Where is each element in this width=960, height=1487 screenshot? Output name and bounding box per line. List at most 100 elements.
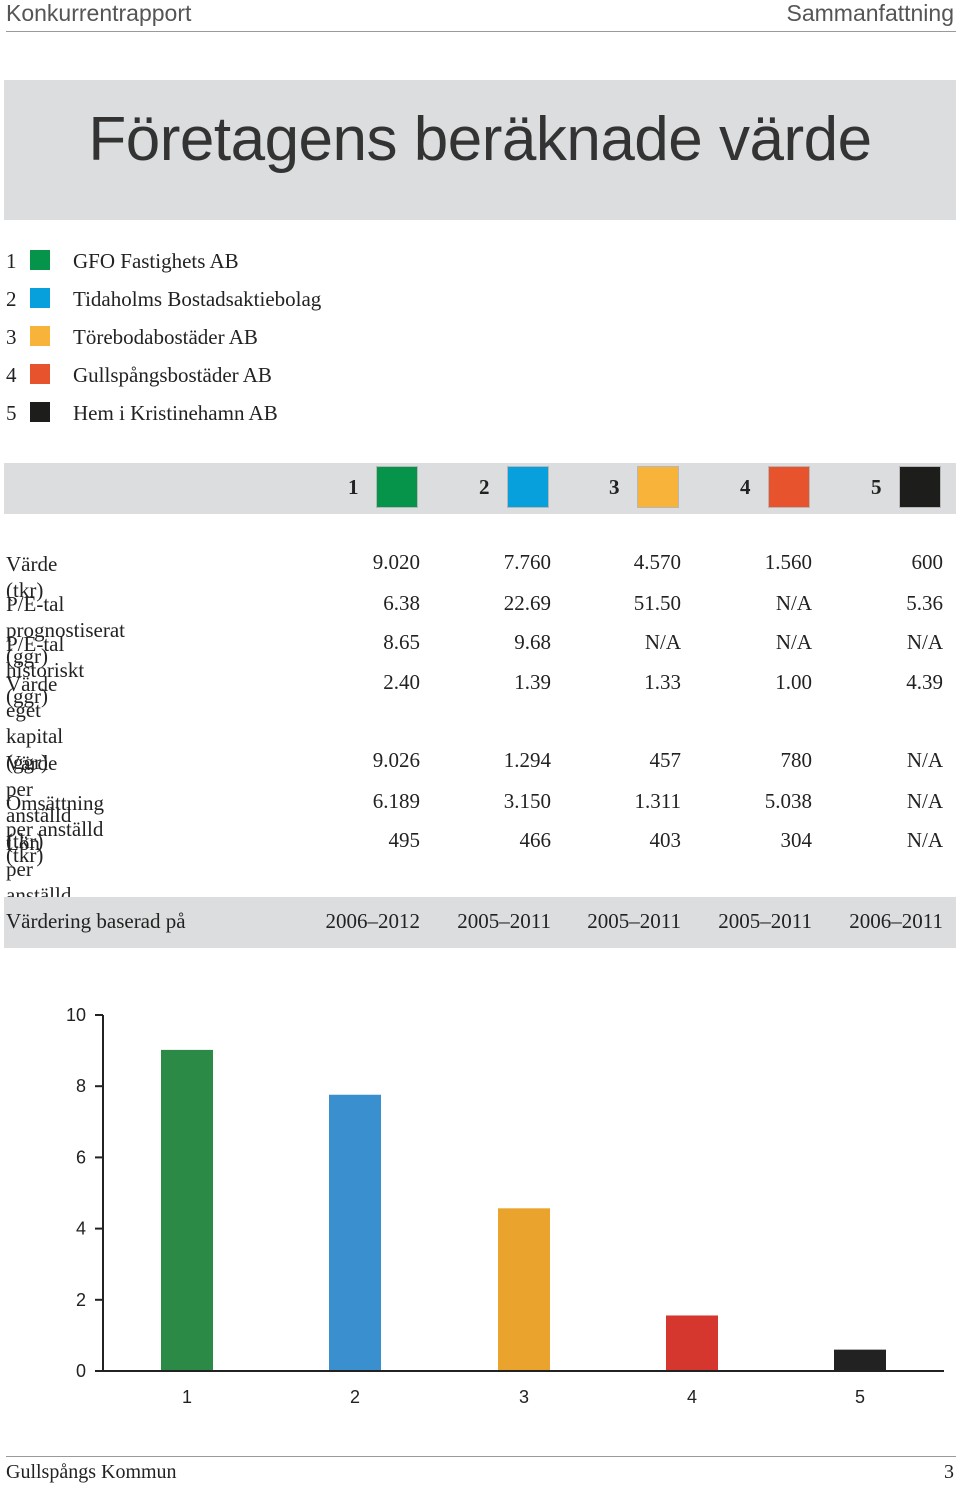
publisher-name: Gullspångs Kommun [6, 1461, 177, 1483]
y-tick-label: 8 [76, 1076, 86, 1096]
column-swatch [637, 466, 679, 508]
x-tick-label: 2 [350, 1387, 360, 1407]
table-cell: 1.560 [764, 550, 812, 574]
table-cell: 9.020 [372, 550, 420, 574]
legend-swatch [30, 402, 50, 422]
valuation-period: 2006–2011 [849, 909, 943, 933]
row-label: P/E-tal historiskt (ggr) [6, 632, 85, 708]
table-cell: 7.760 [503, 550, 551, 574]
table-cell: 22.69 [503, 591, 551, 615]
legend-item: 5 Hem i Kristinehamn AB [0, 401, 500, 439]
page-title: Företagens beräknade värde [88, 105, 872, 174]
row-label: P/E-tal prognostiserat (ggr) [6, 592, 125, 668]
bar-company-2 [329, 1094, 381, 1370]
table-cell: 5.36 [906, 591, 943, 615]
legend-swatch [30, 250, 50, 270]
header-rule [6, 31, 956, 32]
x-tick-label: 4 [687, 1387, 697, 1407]
column-number: 4 [740, 475, 751, 499]
legend-swatch [30, 364, 50, 384]
table-cell: 600 [911, 550, 944, 574]
column-swatch [507, 466, 549, 508]
table-cell: 4.39 [906, 670, 943, 694]
table-cell: 51.50 [633, 591, 681, 615]
legend-item: 1 GFO Fastighets AB [0, 249, 500, 287]
valuation-period: 2006–2012 [325, 909, 421, 933]
table-cell: 457 [649, 748, 682, 772]
section-name: Sammanfattning [786, 0, 954, 26]
table-cell: 1.33 [644, 670, 681, 694]
table-cell: N/A [775, 630, 812, 654]
title-band [4, 80, 956, 220]
valuation-basis-label: Värdering baserad på [6, 909, 186, 933]
legend-number: 4 [6, 363, 17, 387]
table-cell: 6.38 [383, 591, 420, 615]
column-swatch [899, 466, 941, 508]
bar-company-3 [498, 1208, 550, 1370]
table-cell: 495 [388, 828, 421, 852]
y-tick-label: 4 [76, 1219, 86, 1239]
row-label: Värde per anställd (tkr) [6, 751, 72, 853]
table-cell: 4.570 [633, 550, 681, 574]
column-number: 2 [479, 475, 490, 499]
table-cell: 1.00 [775, 670, 812, 694]
legend-company-name: Törebodabostäder AB [73, 325, 258, 349]
row-label: Värde (tkr) [6, 552, 58, 602]
y-tick-label: 0 [76, 1361, 86, 1381]
table-cell: 466 [519, 828, 552, 852]
table-cell: 1.294 [503, 748, 551, 772]
report-name: Konkurrentrapport [6, 0, 192, 26]
legend-number: 5 [6, 401, 17, 425]
table-cell: 3.150 [503, 789, 551, 813]
legend-number: 3 [6, 325, 17, 349]
legend-swatch [30, 326, 50, 346]
table-cell: 1.39 [514, 670, 551, 694]
x-tick-label: 1 [182, 1387, 192, 1407]
table-cell: 9.026 [372, 748, 420, 772]
x-tick-label: 5 [855, 1387, 865, 1407]
table-cell: N/A [906, 828, 943, 852]
table-cell: N/A [906, 630, 943, 654]
legend-item: 4 Gullspångsbostäder AB [0, 363, 500, 401]
column-number: 5 [871, 475, 882, 499]
table-cell: N/A [775, 591, 812, 615]
column-number: 1 [348, 475, 359, 499]
valuation-period: 2005–2011 [718, 909, 812, 933]
row-label: Omsättning per anställd (tkr) [6, 791, 104, 867]
y-tick-label: 2 [76, 1290, 86, 1310]
table-cell: 780 [780, 748, 813, 772]
bar-company-1 [161, 1049, 213, 1370]
table-cell: N/A [644, 630, 681, 654]
table-cell: N/A [906, 789, 943, 813]
y-tick-label: 6 [76, 1147, 86, 1167]
valuation-period: 2005–2011 [587, 909, 681, 933]
table-cell: 403 [649, 828, 682, 852]
table-cell: 5.038 [764, 789, 812, 813]
table-cell: 6.189 [372, 789, 420, 813]
footer-rule [6, 1456, 956, 1457]
column-number: 3 [609, 475, 620, 499]
bar-company-5 [834, 1349, 886, 1370]
row-label: Värde eget kapital (ggr) [6, 672, 64, 774]
table-cell: 2.40 [383, 670, 420, 694]
table-cell: 9.68 [514, 630, 551, 654]
column-swatch [376, 466, 418, 508]
table-cell: 8.65 [383, 630, 420, 654]
legend-number: 1 [6, 249, 17, 273]
legend-item: 3 Törebodabostäder AB [0, 325, 500, 363]
legend-company-name: Gullspångsbostäder AB [73, 363, 272, 387]
legend-company-name: Tidaholms Bostadsaktiebolag [73, 287, 322, 311]
legend-company-name: Hem i Kristinehamn AB [73, 401, 278, 425]
legend-company-name: GFO Fastighets AB [73, 249, 239, 273]
legend-swatch [30, 288, 50, 308]
column-swatch [768, 466, 810, 508]
bar-company-4 [666, 1315, 718, 1370]
y-tick-label: 10 [66, 1005, 86, 1025]
table-cell: 1.311 [634, 789, 681, 813]
table-cell: 304 [780, 828, 813, 852]
legend-number: 2 [6, 287, 17, 311]
valuation-period: 2005–2011 [457, 909, 551, 933]
page-number: 3 [944, 1461, 954, 1483]
table-cell: N/A [906, 748, 943, 772]
valuation-basis-band [4, 897, 956, 948]
